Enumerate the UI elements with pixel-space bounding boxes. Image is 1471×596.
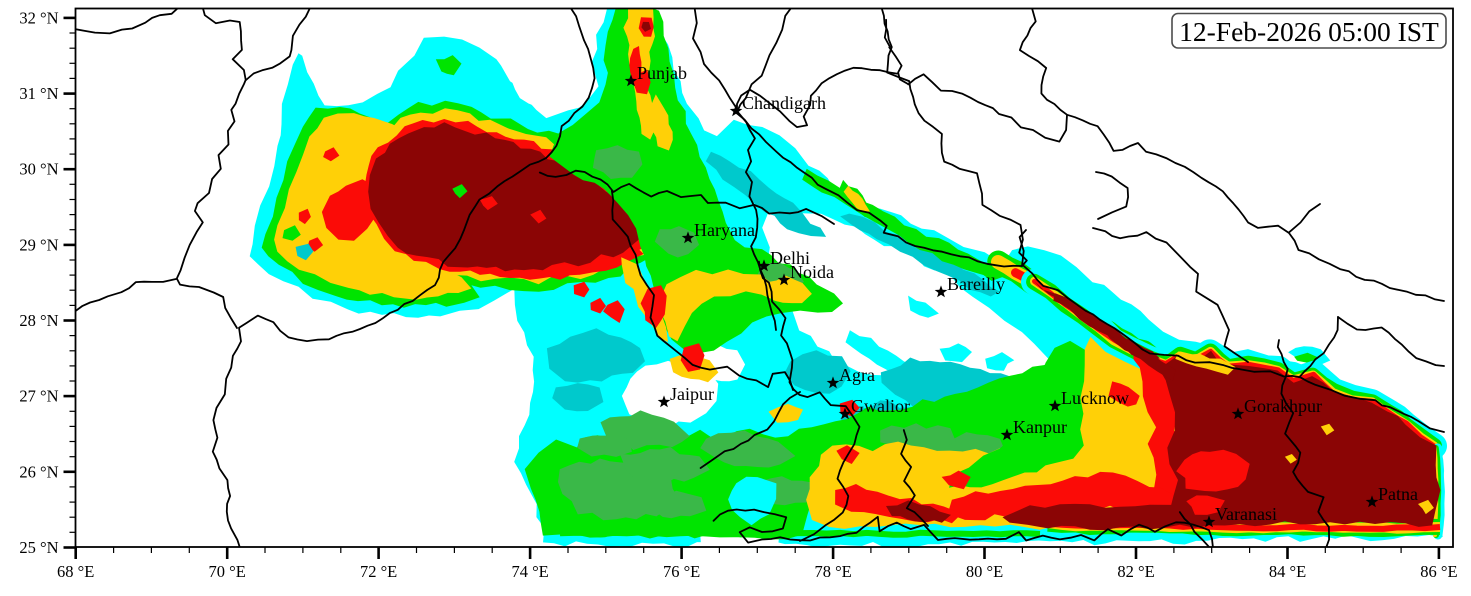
svg-text:Haryana: Haryana xyxy=(694,220,755,240)
svg-text:Varanasi: Varanasi xyxy=(1215,504,1277,524)
svg-text:29 °N: 29 °N xyxy=(19,235,58,254)
svg-text:Gorakhpur: Gorakhpur xyxy=(1244,396,1322,416)
svg-text:Lucknow: Lucknow xyxy=(1061,388,1129,408)
svg-text:Noida: Noida xyxy=(790,262,834,282)
svg-text:30 °N: 30 °N xyxy=(19,160,58,179)
svg-text:27 °N: 27 °N xyxy=(19,387,58,406)
svg-text:78 °E: 78 °E xyxy=(814,562,851,581)
svg-text:72 °E: 72 °E xyxy=(360,562,397,581)
svg-text:86 °E: 86 °E xyxy=(1420,562,1457,581)
svg-text:74 °E: 74 °E xyxy=(511,562,548,581)
svg-text:76 °E: 76 °E xyxy=(663,562,700,581)
svg-text:68 °E: 68 °E xyxy=(57,562,94,581)
svg-text:Delhi: Delhi xyxy=(770,248,810,268)
svg-text:84 °E: 84 °E xyxy=(1269,562,1306,581)
svg-text:Patna: Patna xyxy=(1378,484,1418,504)
svg-text:31 °N: 31 °N xyxy=(19,84,58,103)
svg-text:25 °N: 25 °N xyxy=(19,538,58,557)
svg-text:26 °N: 26 °N xyxy=(19,462,58,481)
svg-text:Agra: Agra xyxy=(839,365,875,385)
svg-text:Gwalior: Gwalior xyxy=(851,396,910,416)
svg-text:28 °N: 28 °N xyxy=(19,311,58,330)
svg-text:Bareilly: Bareilly xyxy=(947,274,1005,294)
svg-text:80 °E: 80 °E xyxy=(966,562,1003,581)
svg-text:Jaipur: Jaipur xyxy=(670,384,714,404)
svg-text:32 °N: 32 °N xyxy=(19,8,58,27)
svg-text:82 °E: 82 °E xyxy=(1117,562,1154,581)
svg-text:Chandigarh: Chandigarh xyxy=(742,93,826,113)
svg-text:70 °E: 70 °E xyxy=(209,562,246,581)
svg-text:12-Feb-2026 05:00 IST: 12-Feb-2026 05:00 IST xyxy=(1179,16,1439,47)
svg-text:Kanpur: Kanpur xyxy=(1013,417,1067,437)
svg-text:Punjab: Punjab xyxy=(637,63,687,83)
